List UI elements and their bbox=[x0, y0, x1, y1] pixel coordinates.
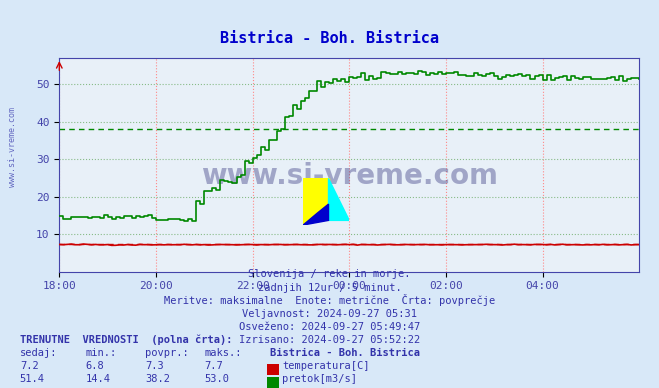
Text: temperatura[C]: temperatura[C] bbox=[282, 361, 370, 371]
Text: pretok[m3/s]: pretok[m3/s] bbox=[282, 374, 357, 384]
Text: 7.3: 7.3 bbox=[145, 361, 163, 371]
Text: Veljavnost: 2024-09-27 05:31: Veljavnost: 2024-09-27 05:31 bbox=[242, 309, 417, 319]
Text: 51.4: 51.4 bbox=[20, 374, 45, 384]
Text: 7.7: 7.7 bbox=[204, 361, 223, 371]
Text: 14.4: 14.4 bbox=[86, 374, 111, 384]
Text: Bistrica - Boh. Bistrica: Bistrica - Boh. Bistrica bbox=[270, 348, 420, 358]
Polygon shape bbox=[303, 178, 329, 225]
Text: TRENUTNE  VREDNOSTI  (polna črta):: TRENUTNE VREDNOSTI (polna črta): bbox=[20, 335, 232, 345]
Polygon shape bbox=[303, 204, 329, 225]
Text: min.:: min.: bbox=[86, 348, 117, 358]
Text: www.si-vreme.com: www.si-vreme.com bbox=[8, 107, 17, 187]
Text: Slovenija / reke in morje.: Slovenija / reke in morje. bbox=[248, 269, 411, 279]
Text: povpr.:: povpr.: bbox=[145, 348, 188, 358]
Text: maks.:: maks.: bbox=[204, 348, 242, 358]
Polygon shape bbox=[329, 178, 349, 220]
Text: 7.2: 7.2 bbox=[20, 361, 38, 371]
Text: 38.2: 38.2 bbox=[145, 374, 170, 384]
Text: Osveženo: 2024-09-27 05:49:47: Osveženo: 2024-09-27 05:49:47 bbox=[239, 322, 420, 332]
Text: Izrisano: 2024-09-27 05:52:22: Izrisano: 2024-09-27 05:52:22 bbox=[239, 335, 420, 345]
Text: Meritve: maksimalne  Enote: metrične  Črta: povprečje: Meritve: maksimalne Enote: metrične Črta… bbox=[164, 294, 495, 306]
Text: sedaj:: sedaj: bbox=[20, 348, 57, 358]
Text: 6.8: 6.8 bbox=[86, 361, 104, 371]
Text: zadnjih 12ur / 5 minut.: zadnjih 12ur / 5 minut. bbox=[258, 282, 401, 293]
Text: Bistrica - Boh. Bistrica: Bistrica - Boh. Bistrica bbox=[220, 31, 439, 46]
Text: www.si-vreme.com: www.si-vreme.com bbox=[201, 161, 498, 190]
Text: 53.0: 53.0 bbox=[204, 374, 229, 384]
